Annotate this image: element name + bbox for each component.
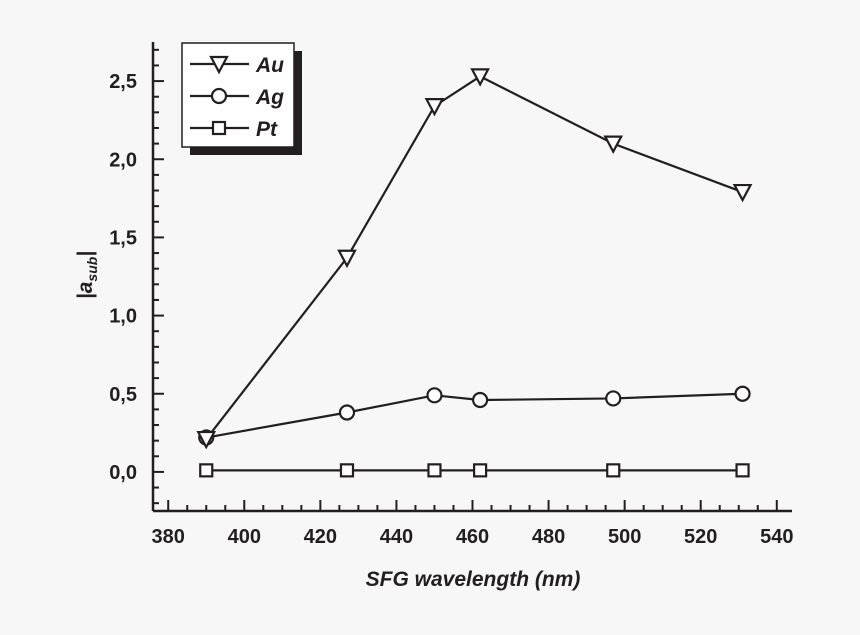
x-axis-label: SFG wavelength (nm) [366, 568, 581, 591]
series-layer [196, 68, 753, 478]
data-point-pt [339, 463, 355, 478]
data-point-pt [735, 463, 750, 478]
x-tick-label: 380 [152, 526, 185, 548]
legend: Au Ag Pt [181, 42, 302, 155]
data-point-ag [605, 390, 622, 407]
x-tick-label: 540 [760, 526, 793, 548]
y-tick-label: 0,5 [109, 384, 137, 406]
x-tick-label: 420 [304, 526, 337, 548]
y-tick-label: 2,5 [109, 71, 137, 93]
data-point-au [337, 249, 357, 269]
data-point-pt [427, 463, 442, 478]
legend-marker-ag [210, 87, 228, 105]
legend-label-au: Au [255, 54, 284, 77]
y-tick-label: 0,0 [109, 462, 137, 484]
axes: 380 400 420 440 460 480 500 520 540 0,0 0,5 1,0 1,5 2… [109, 42, 793, 548]
data-point-ag [338, 404, 356, 421]
data-point-au [603, 135, 624, 154]
y-axis-label: |asub| [74, 251, 100, 299]
data-point-pt [199, 463, 214, 478]
legend-marker-pt [211, 120, 227, 136]
data-point-au [732, 183, 753, 203]
x-tick-label: 500 [608, 526, 641, 548]
data-point-pt [606, 463, 621, 478]
data-point-pt [473, 463, 488, 478]
y-tick-label: 1,0 [109, 306, 137, 328]
y-tick-label: 1,5 [109, 227, 137, 249]
legend-label-ag: Ag [255, 86, 284, 109]
data-point-ag [472, 391, 489, 409]
x-tick-label: 400 [228, 526, 261, 548]
x-tick-label: 460 [456, 526, 489, 548]
legend-label-pt: Pt [256, 118, 278, 141]
legend-marker-au [209, 55, 229, 75]
data-point-au [196, 430, 217, 450]
data-point-ag [426, 387, 443, 404]
data-point-ag [734, 385, 751, 402]
x-tick-label: 520 [684, 526, 717, 548]
x-tick-label: 440 [380, 526, 413, 548]
data-point-au [424, 97, 445, 117]
x-tick-label: 480 [532, 526, 565, 548]
y-tick-label: 2,0 [109, 149, 137, 171]
series-line-au [205, 75, 743, 440]
series-line-ag [206, 392, 743, 439]
data-point-au [470, 68, 490, 87]
